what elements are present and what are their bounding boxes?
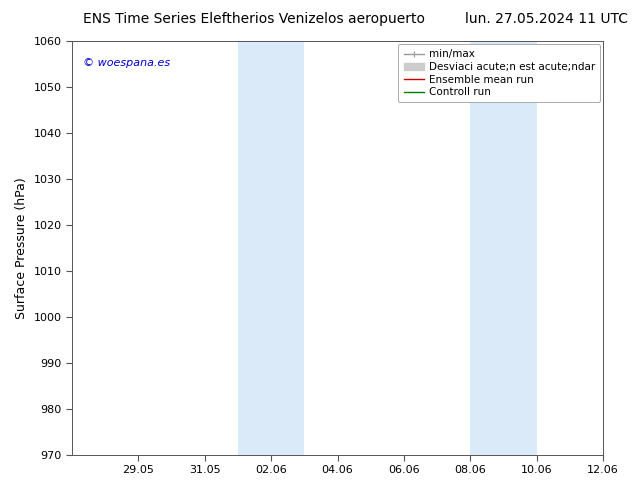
Text: © woespana.es: © woespana.es bbox=[82, 58, 170, 68]
Bar bbox=[238, 41, 304, 455]
Y-axis label: Surface Pressure (hPa): Surface Pressure (hPa) bbox=[15, 177, 28, 318]
Legend: min/max, Desviaci acute;n est acute;ndar, Ensemble mean run, Controll run: min/max, Desviaci acute;n est acute;ndar… bbox=[398, 44, 600, 102]
Text: lun. 27.05.2024 11 UTC: lun. 27.05.2024 11 UTC bbox=[465, 12, 628, 26]
Text: ENS Time Series Eleftherios Venizelos aeropuerto: ENS Time Series Eleftherios Venizelos ae… bbox=[82, 12, 425, 26]
Bar bbox=[470, 41, 537, 455]
